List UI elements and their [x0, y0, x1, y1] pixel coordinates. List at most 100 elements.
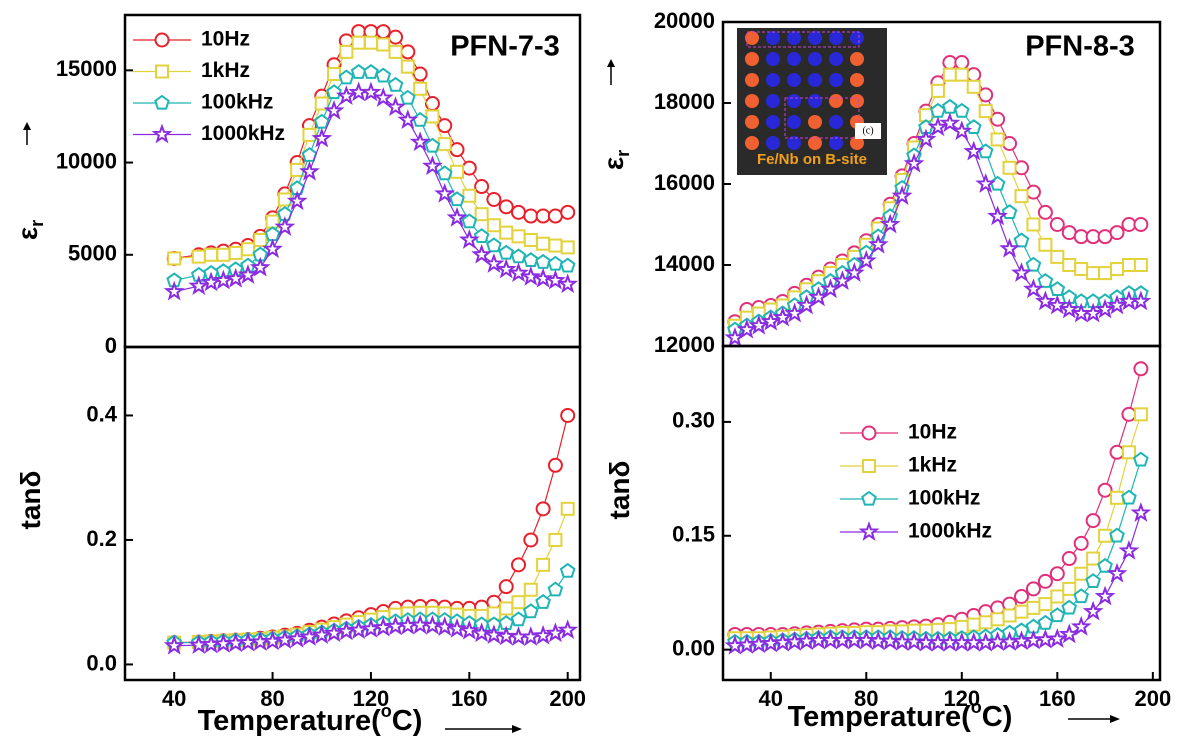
- marker: [314, 96, 329, 111]
- atom: [850, 31, 864, 45]
- atom: [745, 115, 759, 129]
- marker: [999, 237, 1020, 258]
- marker: [832, 270, 853, 291]
- marker: [486, 191, 502, 207]
- marker: [535, 208, 551, 224]
- atom: [766, 31, 780, 45]
- marker: [547, 457, 563, 473]
- marker: [1037, 204, 1053, 220]
- marker: [772, 306, 794, 327]
- marker: [1106, 562, 1128, 583]
- marker: [1037, 573, 1053, 589]
- atom: [745, 94, 759, 108]
- marker: [1049, 281, 1066, 296]
- marker: [879, 213, 901, 234]
- marker: [425, 109, 440, 124]
- marker: [987, 205, 1009, 226]
- panel: 0.0 0.2 0.4 40 80 120 160 200 tanδ Temperature(oC…: [15, 345, 586, 737]
- marker: [409, 131, 431, 152]
- y-tick-label: 18000: [654, 89, 715, 114]
- marker: [167, 251, 182, 266]
- marker: [350, 63, 367, 79]
- marker: [376, 37, 391, 52]
- marker: [523, 582, 538, 597]
- marker: [963, 140, 985, 161]
- marker: [511, 595, 526, 610]
- atom: [808, 73, 822, 87]
- marker: [253, 233, 268, 248]
- inset-caption: Fe/Nb on B-site: [757, 151, 867, 168]
- marker: [1082, 302, 1104, 323]
- marker: [1037, 272, 1054, 288]
- marker: [216, 247, 231, 262]
- marker: [351, 35, 366, 50]
- marker: [796, 294, 817, 315]
- marker: [535, 253, 551, 269]
- marker: [436, 165, 453, 181]
- atom: [745, 52, 759, 66]
- marker: [978, 104, 993, 119]
- marker: [1026, 600, 1041, 615]
- atom: [787, 94, 801, 108]
- marker: [523, 532, 539, 548]
- atom: [808, 136, 822, 150]
- inset-label: (c): [862, 125, 873, 136]
- dashed-box: [784, 97, 860, 139]
- marker: [446, 206, 468, 227]
- legend-marker: [154, 94, 170, 110]
- marker: [400, 44, 416, 60]
- marker: [498, 199, 514, 215]
- marker: [523, 208, 539, 224]
- atom: [850, 136, 864, 150]
- marker: [163, 280, 185, 301]
- atom: [787, 115, 801, 129]
- marker: [471, 622, 493, 643]
- x-axis-label-part: Temperature(: [198, 705, 382, 737]
- marker: [449, 142, 465, 158]
- marker: [522, 252, 539, 267]
- marker: [1086, 551, 1101, 566]
- marker: [274, 216, 296, 236]
- dashed-box: [746, 31, 860, 48]
- marker: [1002, 608, 1017, 623]
- marker: [1002, 136, 1018, 151]
- marker: [855, 250, 877, 270]
- atom: [766, 115, 780, 129]
- marker: [400, 89, 416, 105]
- x-axis-label: Temperature(oC): [198, 701, 423, 737]
- marker: [535, 593, 551, 609]
- marker: [1121, 406, 1137, 422]
- marker: [520, 626, 542, 646]
- marker: [915, 128, 937, 149]
- marker: [954, 55, 970, 70]
- x-tick-label: 40: [759, 686, 783, 711]
- marker: [449, 191, 465, 207]
- marker: [225, 267, 247, 288]
- marker: [1073, 535, 1089, 551]
- atom: [850, 73, 864, 87]
- marker: [1073, 588, 1090, 604]
- x-tick-label: 160: [451, 686, 488, 711]
- marker: [474, 207, 489, 222]
- marker: [532, 267, 554, 288]
- marker: [1046, 294, 1068, 315]
- y-tick-label: 0.4: [86, 401, 117, 426]
- y-tick-label: 12000: [654, 332, 715, 357]
- marker: [511, 229, 526, 244]
- atom: [829, 31, 843, 45]
- marker: [843, 262, 865, 282]
- legend-label: 1000kHz: [201, 122, 285, 145]
- marker: [1013, 232, 1030, 248]
- marker: [954, 67, 969, 82]
- marker: [1074, 262, 1089, 277]
- marker: [422, 155, 443, 176]
- marker: [412, 111, 428, 127]
- marker: [942, 98, 958, 114]
- marker: [461, 160, 477, 176]
- marker: [547, 208, 563, 224]
- marker: [891, 185, 913, 205]
- atom: [808, 31, 822, 45]
- x-axis-label-part: C): [982, 701, 1013, 733]
- marker: [1118, 540, 1140, 560]
